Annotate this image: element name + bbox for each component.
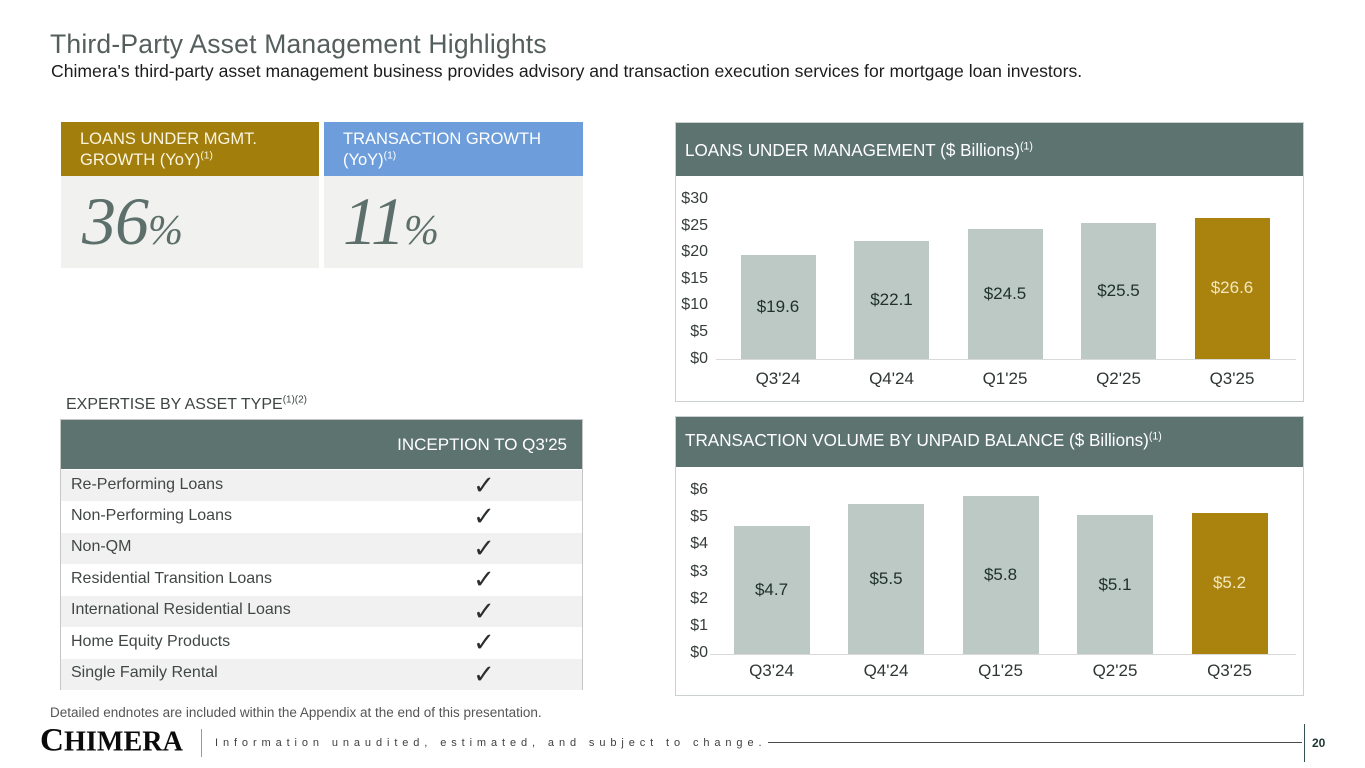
svg-text:CHIMERA: CHIMERA <box>40 726 184 759</box>
